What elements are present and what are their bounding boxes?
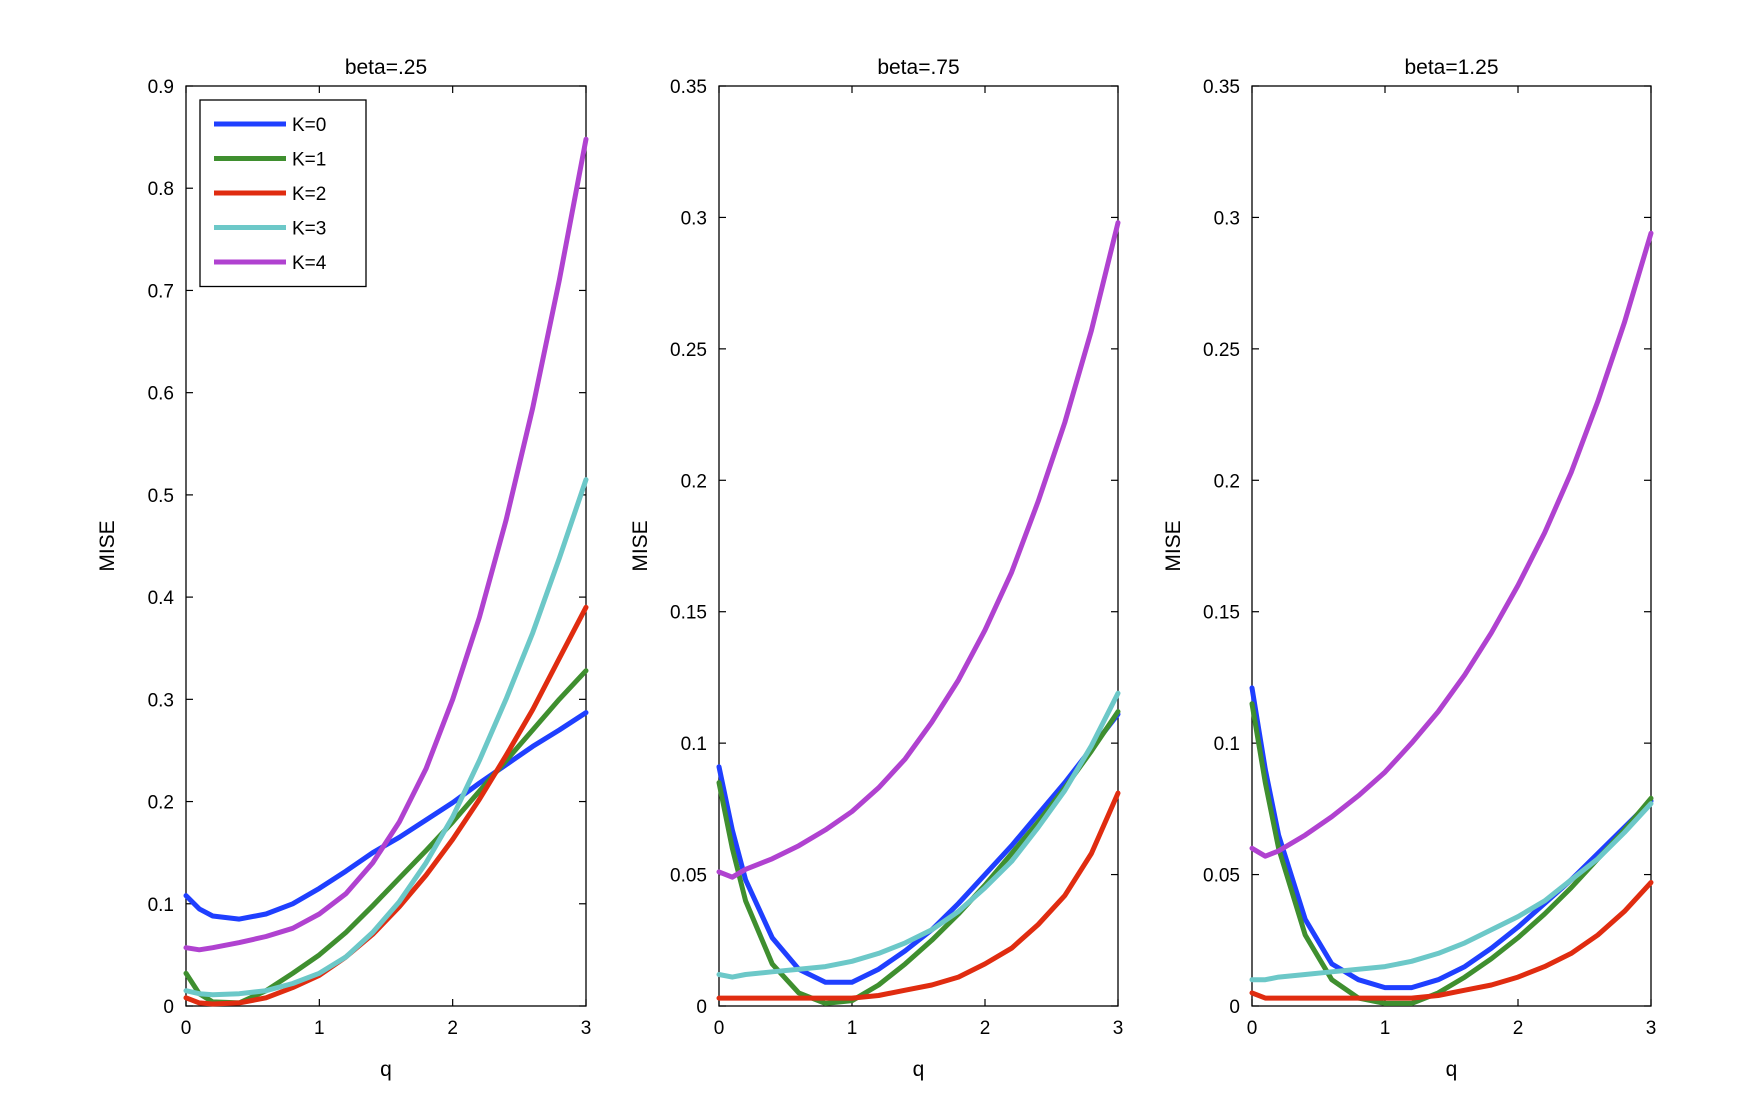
y-tick-label: 0.3 [681, 208, 707, 229]
y-tick-label: 0.35 [1203, 77, 1240, 98]
y-tick-label: 0.6 [148, 384, 174, 405]
y-tick-label: 0 [696, 997, 707, 1018]
x-tick-label: 1 [1380, 1018, 1391, 1039]
legend-label: K=2 [292, 184, 326, 205]
y-tick-label: 0.1 [148, 895, 174, 916]
series-line-k1 [716, 709, 1121, 1006]
x-tick-label: 1 [314, 1018, 325, 1039]
series-line-k2 [716, 790, 1121, 1001]
y-tick-label: 0.2 [1214, 471, 1240, 492]
series-line-k3 [716, 690, 1121, 980]
series-line-k3 [1249, 801, 1654, 983]
series-line-k0 [183, 710, 589, 922]
x-tick-label: 3 [581, 1018, 592, 1039]
y-tick-label: 0.05 [1203, 866, 1240, 887]
legend: K=0 K=1 K=2 K=3 K=4 [199, 99, 367, 288]
y-tick-label: 0.5 [148, 486, 174, 507]
y-tick-label: 0.35 [670, 77, 707, 98]
y-tick-label: 0 [163, 997, 174, 1018]
x-tick-label: 1 [847, 1018, 858, 1039]
series-line-k0 [716, 711, 1121, 985]
x-axis-label: q [913, 1058, 925, 1081]
x-tick-label: 2 [980, 1018, 991, 1039]
y-tick-label: 0.7 [148, 281, 174, 302]
series-line-k4 [183, 136, 589, 953]
y-tick-label: 0 [1229, 997, 1240, 1018]
x-tick-label: 3 [1113, 1018, 1124, 1039]
plot-area [718, 85, 1119, 1007]
subplot-title: beta=.25 [345, 56, 427, 79]
series-line-k2 [1249, 880, 1654, 1001]
x-tick-label: 3 [1646, 1018, 1657, 1039]
subplot-title: beta=1.25 [1404, 56, 1498, 79]
y-axis-label: MISE [1162, 520, 1185, 571]
x-axis-label: q [380, 1058, 392, 1081]
subplot-1: 0 1 2 3 0 0.1 0.2 0.3 0.4 0.5 0.6 0.7 0.8 0.9 beta=.25… [96, 56, 591, 1081]
y-tick-label: 0.3 [1214, 208, 1240, 229]
plot-area [1251, 85, 1652, 1007]
subplot-3: 0 1 2 3 0 0.05 0.1 0.15 0.2 0.25 0.3 0.35 beta=1.25 q… [1162, 56, 1656, 1081]
legend-label: K=1 [292, 150, 326, 171]
y-tick-label: 0.2 [681, 471, 707, 492]
subplot-2: 0 1 2 3 0 0.05 0.1 0.15 0.2 0.25 0.3 0.35 beta=.75 q M… [629, 56, 1123, 1081]
y-tick-label: 0.4 [148, 588, 175, 609]
y-tick-label: 0.2 [148, 793, 174, 814]
x-tick-label: 2 [447, 1018, 458, 1039]
legend-label: K=4 [292, 253, 327, 274]
y-tick-label: 0.25 [670, 340, 707, 361]
series-line-k1 [1249, 701, 1654, 1006]
legend-label: K=3 [292, 219, 326, 240]
y-tick-label: 0.9 [148, 77, 174, 98]
y-axis-label: MISE [96, 520, 119, 571]
series-line-k4 [716, 220, 1121, 880]
x-axis-label: q [1446, 1058, 1458, 1081]
y-tick-label: 0.8 [148, 179, 174, 200]
x-tick-label: 0 [714, 1018, 725, 1039]
x-tick-label: 0 [181, 1018, 192, 1039]
y-axis-label: MISE [629, 520, 652, 571]
series-line-k4 [1249, 230, 1654, 859]
y-tick-label: 0.1 [681, 734, 707, 755]
legend-label: K=0 [292, 115, 326, 136]
y-tick-label: 0.1 [1214, 734, 1240, 755]
subplot-title: beta=.75 [877, 56, 959, 79]
y-tick-label: 0.15 [670, 603, 707, 624]
series-line-k3 [183, 477, 589, 998]
y-tick-label: 0.15 [1203, 603, 1240, 624]
y-tick-label: 0.25 [1203, 340, 1240, 361]
y-tick-label: 0.3 [148, 690, 174, 711]
x-tick-label: 0 [1247, 1018, 1258, 1039]
x-tick-label: 2 [1513, 1018, 1524, 1039]
y-tick-label: 0.05 [670, 866, 707, 887]
